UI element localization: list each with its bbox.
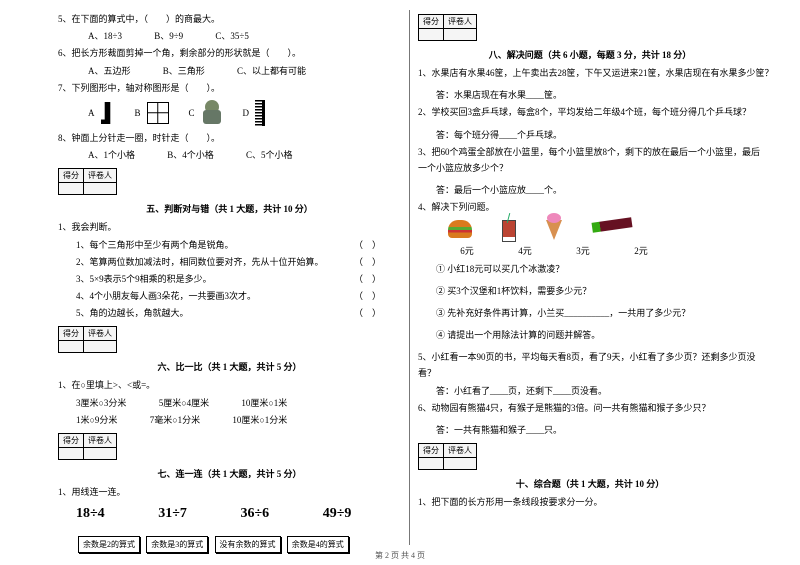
q5a: A、18÷3 (88, 31, 122, 41)
q42: ② 买3个汉堡和1杯饮料，需要多少元？ (418, 283, 762, 299)
candy-icon (591, 217, 632, 232)
j4: 4、4个小朋友每人画3朵花，一共要画3次才。（ ） (58, 288, 401, 304)
right-column: 得分评卷人 八、解决问题（共 6 小题，每题 3 分，共计 18 分） 1、水果… (410, 10, 770, 545)
r5a: 答：小红看了____页，还剩下____页没看。 (418, 383, 762, 399)
score-box-10: 得分评卷人 (418, 443, 477, 470)
score-box-7: 得分评卷人 (58, 433, 117, 460)
p4: 2元 (626, 244, 656, 257)
q5: 5、在下面的算式中，（ ）的商最大。 (58, 11, 401, 27)
section-7-title: 七、连一连（共 1 大题，共计 5 分） (58, 467, 401, 480)
q7: 7、下列图形中，轴对称图形是（ ）。 (58, 80, 401, 96)
score-label: 得分 (59, 169, 84, 183)
grader-label: 评卷人 (84, 169, 117, 183)
q8-opts: A、1个小格 B、4个小格 C、5个小格 (58, 147, 401, 163)
q5b: B、9÷9 (154, 31, 183, 41)
q8a: A、1个小格 (88, 150, 135, 160)
q43: ③ 先补充好条件再计算，小兰买__________，一共用了多少元？ (418, 305, 762, 321)
q6: 6、把长方形裁面剪掉一个角，剩余部分的形状就是（ ）。 (58, 45, 401, 61)
left-column: 5、在下面的算式中，（ ）的商最大。 A、18÷3 B、9÷9 C、35÷5 6… (50, 10, 410, 545)
r5: 5、小红看一本90页的书，平均每天看8页，看了9天，小红看了多少页？还剩多少页没… (418, 349, 762, 381)
expr3: 36÷6 (241, 501, 321, 526)
q44: ④ 请提出一个用除法计算的问题并解答。 (418, 327, 762, 343)
j3: 3、5×9表示5个9相乘的积是多少。（ ） (58, 271, 401, 287)
j2: 2、笔算两位数加减法时，相同数位要对齐，先从十位开始算。（ ） (58, 254, 401, 270)
q8: 8、钟面上分针走一圈，时针走（ ）。 (58, 130, 401, 146)
r6a: 答：一共有熊猫和猴子____只。 (418, 422, 762, 438)
grid-icon (147, 102, 169, 124)
q6a: A、五边形 (88, 66, 131, 76)
q6c: C、以上都有可能 (237, 66, 306, 76)
drink-icon (502, 220, 516, 242)
q6b: B、三角形 (163, 66, 205, 76)
shape-one-icon (101, 102, 115, 124)
p1: 6元 (452, 244, 482, 257)
r2: 2、学校买回3盒乒乓球，每盒8个，平均发给二年级4个班，每个班分得几个乒乓球？ (418, 104, 762, 120)
label-b: B (135, 108, 141, 118)
r6: 6、动物园有熊猫4只，有猴子是熊猫的3倍。问一共有熊猫和猴子多少只？ (418, 400, 762, 416)
b-row1: 3厘米○3分米 5厘米○4厘米 10厘米○1米 (58, 395, 401, 411)
label-a: A (88, 108, 95, 118)
expr1: 18÷4 (76, 501, 156, 526)
q5c: C、35÷5 (215, 31, 248, 41)
comb-icon (255, 100, 265, 126)
j5: 5、角的边越长，角就越大。（ ） (58, 305, 401, 321)
q6-opts: A、五边形 B、三角形 C、以上都有可能 (58, 63, 401, 79)
label-c: C (189, 108, 195, 118)
r1a: 答：水果店现在有水果____筐。 (418, 87, 762, 103)
burger-icon (448, 220, 472, 238)
expr-row: 18÷4 31÷7 36÷6 49÷9 (58, 501, 401, 526)
b0: 1、在○里填上>、<或=。 (58, 377, 401, 393)
j1: 1、每个三角形中至少有两个角是锐角。（ ） (58, 237, 401, 253)
b-row2: 1米○9分米 7毫米○1分米 10厘米○1分米 (58, 412, 401, 428)
price-row: 6元 4元 3元 2元 (452, 244, 762, 257)
icecream-icon (546, 220, 562, 240)
food-row (448, 220, 762, 242)
q5-opts: A、18÷3 B、9÷9 C、35÷5 (58, 28, 401, 44)
p2: 4元 (510, 244, 540, 257)
p3: 3元 (568, 244, 598, 257)
score-box-6: 得分评卷人 (58, 326, 117, 353)
r2a: 答：每个班分得____个乒乓球。 (418, 127, 762, 143)
section-10-title: 十、综合题（共 1 大题，共计 10 分） (418, 477, 762, 490)
r3: 3、把60个鸡蛋全部放在小篮里，每个小篮里放8个，剩下的放在最后一个小篮里，最后… (418, 144, 762, 176)
l0: 1、用线连一连。 (58, 484, 401, 500)
q8c: C、5个小格 (246, 150, 293, 160)
section-6-title: 六、比一比（共 1 大题，共计 5 分） (58, 360, 401, 373)
label-d: D (243, 108, 250, 118)
r3a: 答：最后一个小篮应放____个。 (418, 182, 762, 198)
r1: 1、水果店有水果46筐，上午卖出去28筐，下午又运进来21筐，水果店现在有水果多… (418, 65, 762, 81)
expr4: 49÷9 (323, 501, 403, 526)
score-box-5: 得分评卷人 (58, 168, 117, 195)
q8b: B、4个小格 (167, 150, 214, 160)
score-box-8: 得分评卷人 (418, 14, 477, 41)
section-5-title: 五、判断对与错（共 1 大题，共计 10 分） (58, 202, 401, 215)
page-footer: 第 2 页 共 4 页 (0, 550, 800, 561)
clown-icon (201, 100, 223, 126)
section-8-title: 八、解决问题（共 6 小题，每题 3 分，共计 18 分） (418, 48, 762, 61)
q41: ① 小红18元可以买几个冰激凌？ (418, 261, 762, 277)
q7-figures: A B C D (88, 100, 401, 126)
j0: 1、我会判断。 (58, 219, 401, 235)
expr2: 31÷7 (158, 501, 238, 526)
t1: 1、把下面的长方形用一条线段按要求分一分。 (418, 494, 762, 510)
r4: 4、解决下列问题。 (418, 199, 762, 215)
